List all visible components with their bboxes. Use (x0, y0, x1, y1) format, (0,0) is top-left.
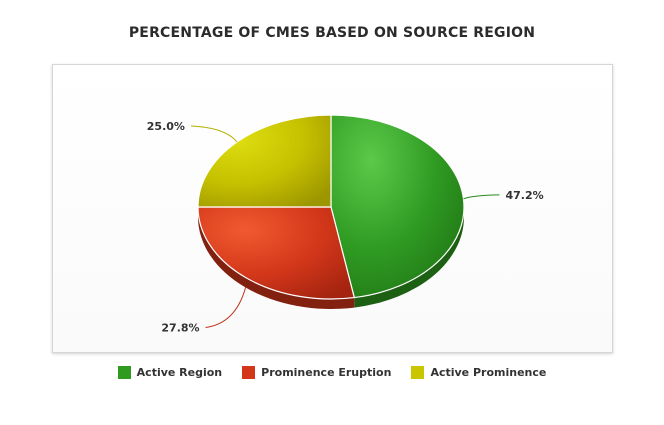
legend-label-active-prominence: Active Prominence (430, 366, 547, 379)
legend-label-prominence-eruption: Prominence Eruption (261, 366, 392, 379)
data-label-prominence-eruption: 27.8% (161, 322, 199, 335)
pie-side-active-region (354, 207, 464, 308)
legend-item-active-prominence[interactable]: Active Prominence (411, 366, 546, 379)
pie-leaders (190, 125, 500, 329)
chart-title: PERCENTAGE OF CMES BASED ON SOURCE REGIO… (128, 25, 536, 41)
data-label-active-prominence: 25.0% (147, 120, 185, 133)
legend-item-active-region[interactable]: Active Region (117, 366, 223, 379)
legend-swatch-prominence-eruption (242, 366, 256, 379)
pie-labels: 47.2% 27.8% 25.0% (147, 120, 544, 335)
leader-line-prominence-eruption (205, 287, 247, 329)
pie-depth (198, 207, 464, 310)
legend-swatch-active-prominence (411, 366, 425, 379)
legend-label-active-region: Active Region (136, 366, 223, 379)
pie-slice-active-region[interactable] (330, 114, 465, 299)
legend-item-prominence-eruption[interactable]: Prominence Eruption (242, 366, 391, 379)
data-label-active-region: 47.2% (505, 189, 543, 202)
pie-slice-prominence-eruption[interactable] (197, 206, 355, 300)
leader-line-active-region (463, 194, 500, 200)
leader-line-active-prominence (190, 125, 238, 143)
legend: Active Region Prominence Eruption Active… (0, 366, 664, 379)
legend-swatch-active-region (117, 366, 131, 379)
pie-top (197, 114, 465, 300)
pie-slice-active-prominence[interactable] (197, 114, 332, 208)
